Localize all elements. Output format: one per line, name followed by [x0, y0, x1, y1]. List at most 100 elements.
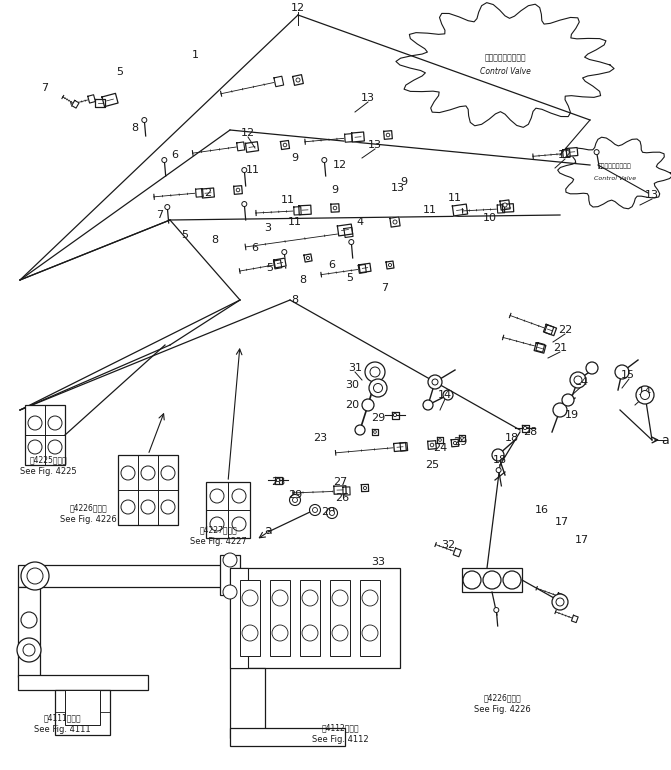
Text: See Fig. 4227: See Fig. 4227 [190, 537, 246, 547]
Polygon shape [452, 204, 468, 216]
Circle shape [332, 590, 348, 606]
Polygon shape [391, 411, 399, 419]
Text: 2: 2 [205, 188, 211, 198]
Polygon shape [95, 99, 105, 107]
Polygon shape [556, 593, 563, 601]
Polygon shape [362, 484, 368, 491]
Text: 8: 8 [132, 123, 139, 133]
Circle shape [282, 249, 287, 255]
Bar [18, 587, 40, 677]
Text: 13: 13 [645, 190, 659, 200]
Text: 32: 32 [441, 540, 455, 550]
Text: 26: 26 [335, 493, 349, 503]
Text: 12: 12 [241, 128, 255, 138]
Circle shape [362, 590, 378, 606]
Text: 31: 31 [348, 363, 362, 373]
Circle shape [389, 263, 392, 266]
Text: See Fig. 4111: See Fig. 4111 [34, 725, 91, 735]
Polygon shape [500, 200, 510, 210]
Bar [300, 580, 320, 656]
Circle shape [461, 437, 464, 440]
Circle shape [232, 489, 246, 503]
Polygon shape [274, 258, 286, 268]
Circle shape [586, 362, 598, 374]
Text: 12: 12 [333, 160, 347, 170]
Polygon shape [372, 429, 378, 435]
Text: 11: 11 [246, 165, 260, 175]
Circle shape [223, 553, 237, 567]
Polygon shape [453, 548, 461, 557]
Text: 28: 28 [271, 477, 285, 487]
Polygon shape [359, 263, 371, 273]
Polygon shape [384, 131, 393, 139]
Circle shape [374, 383, 382, 393]
Polygon shape [102, 93, 118, 106]
Circle shape [210, 517, 224, 531]
Text: コントロールバルブ: コントロールバルブ [598, 163, 632, 169]
Text: 11: 11 [281, 195, 295, 205]
Circle shape [570, 372, 586, 388]
Circle shape [503, 203, 507, 207]
Circle shape [553, 403, 567, 417]
Polygon shape [72, 100, 79, 108]
Circle shape [302, 625, 318, 641]
Circle shape [393, 220, 397, 224]
Bar [462, 568, 522, 592]
Polygon shape [459, 435, 465, 441]
Text: 11: 11 [288, 217, 302, 227]
Circle shape [161, 500, 175, 514]
Circle shape [289, 494, 301, 505]
Text: 12: 12 [291, 3, 305, 13]
Text: 8: 8 [299, 275, 307, 285]
Polygon shape [195, 189, 203, 197]
Circle shape [165, 205, 170, 209]
Circle shape [242, 625, 258, 641]
Text: 5: 5 [117, 67, 123, 77]
Circle shape [362, 399, 374, 411]
Text: 6: 6 [252, 243, 258, 253]
Circle shape [552, 594, 568, 610]
Text: 5: 5 [346, 273, 354, 283]
Text: 第4112図中番: 第4112図中番 [321, 724, 359, 732]
Circle shape [364, 487, 366, 490]
Circle shape [349, 239, 354, 245]
Text: 7: 7 [156, 210, 164, 220]
Bar [18, 565, 233, 587]
Polygon shape [237, 142, 245, 151]
Text: 21: 21 [553, 343, 567, 353]
Bar [330, 580, 350, 656]
Circle shape [365, 362, 385, 382]
Polygon shape [338, 224, 353, 236]
Text: 8: 8 [291, 295, 299, 305]
Text: 4: 4 [356, 217, 364, 227]
Polygon shape [427, 440, 436, 450]
Circle shape [423, 400, 433, 410]
Circle shape [443, 390, 453, 400]
Text: 1: 1 [191, 50, 199, 60]
Polygon shape [562, 149, 570, 158]
Text: 18: 18 [505, 433, 519, 443]
Bar [270, 580, 290, 656]
Polygon shape [345, 134, 352, 142]
Circle shape [307, 256, 309, 259]
Polygon shape [437, 437, 443, 443]
Circle shape [28, 416, 42, 430]
Circle shape [615, 365, 629, 379]
Text: 25: 25 [425, 460, 439, 470]
Text: 16: 16 [535, 505, 549, 515]
Bar [230, 668, 265, 738]
Circle shape [523, 427, 527, 430]
Text: 17: 17 [575, 535, 589, 545]
Text: 12: 12 [558, 150, 572, 160]
Circle shape [322, 158, 327, 162]
Text: 28: 28 [523, 427, 537, 437]
Polygon shape [536, 343, 545, 352]
Text: 9: 9 [401, 177, 407, 187]
Circle shape [276, 478, 280, 481]
Circle shape [121, 466, 135, 480]
Text: 第4225図中番: 第4225図中番 [29, 456, 67, 464]
Circle shape [492, 449, 504, 461]
Circle shape [141, 466, 155, 480]
Polygon shape [544, 325, 554, 335]
Text: 10: 10 [483, 213, 497, 223]
